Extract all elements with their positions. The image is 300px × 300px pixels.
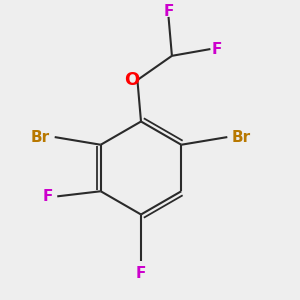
Text: O: O (124, 71, 140, 89)
Text: F: F (136, 266, 146, 281)
Text: Br: Br (232, 130, 251, 145)
Text: F: F (212, 41, 222, 56)
Text: F: F (163, 4, 174, 19)
Text: Br: Br (31, 130, 50, 145)
Text: F: F (43, 189, 53, 204)
